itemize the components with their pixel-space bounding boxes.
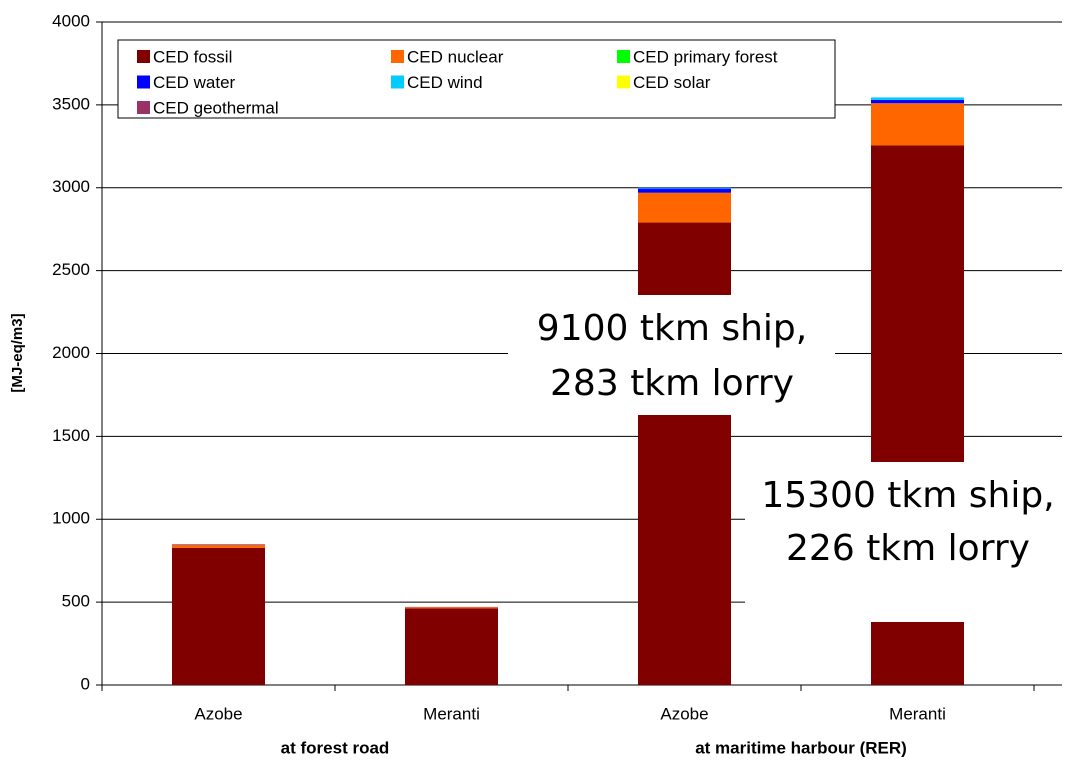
legend-label: CED nuclear [407, 47, 504, 66]
legend-label: CED fossil [153, 47, 232, 66]
y-tick-label: 500 [62, 592, 90, 611]
legend-label: CED primary forest [633, 47, 778, 66]
annotation-text: 283 tkm lorry [550, 363, 794, 404]
group-label: at forest road [281, 738, 390, 757]
legend-swatch [617, 75, 630, 89]
annotation-text: 226 tkm lorry [786, 528, 1030, 569]
annotation-text: 9100 tkm ship, [537, 308, 807, 349]
y-tick-label: 1500 [52, 426, 90, 445]
legend-swatch [137, 50, 150, 63]
group-label: at maritime harbour (RER) [695, 738, 907, 757]
legend-swatch [617, 50, 630, 63]
bar-segment [638, 192, 731, 223]
bar-segment [172, 547, 265, 685]
bar-segment [638, 222, 731, 685]
bar-segment [638, 188, 731, 193]
annotation-box [745, 462, 1072, 622]
bar-segment [871, 99, 964, 104]
legend-swatch [137, 101, 150, 114]
annotation-text: 15300 tkm ship, [761, 475, 1054, 516]
y-tick-label: 0 [81, 674, 90, 693]
legend-label: CED water [153, 73, 236, 92]
y-tick-label: 1000 [52, 509, 90, 528]
bar-segment [871, 97, 964, 100]
x-tick-label: Meranti [423, 704, 480, 723]
y-tick-label: 2000 [52, 343, 90, 362]
legend-label: CED solar [633, 73, 711, 92]
y-tick-label: 3500 [52, 94, 90, 113]
x-tick-label: Azobe [194, 704, 242, 723]
legend-label: CED geothermal [153, 98, 279, 117]
annotation-box [508, 295, 835, 415]
bar-segment [172, 544, 265, 548]
y-tick-label: 2500 [52, 260, 90, 279]
x-tick-label: Azobe [660, 704, 708, 723]
bar-segment [871, 103, 964, 146]
bar-segment [638, 187, 731, 189]
legend-swatch [391, 75, 404, 89]
x-tick-label: Meranti [889, 704, 946, 723]
y-axis-label: [MJ-eq/m3] [9, 313, 26, 392]
y-tick-label: 4000 [52, 11, 90, 30]
legend-label: CED wind [407, 73, 483, 92]
y-tick-label: 3000 [52, 177, 90, 196]
legend-swatch [391, 50, 404, 63]
bar-segment [405, 607, 498, 609]
legend-box [117, 39, 836, 119]
legend-swatch [137, 75, 150, 89]
bar-segment [405, 608, 498, 685]
